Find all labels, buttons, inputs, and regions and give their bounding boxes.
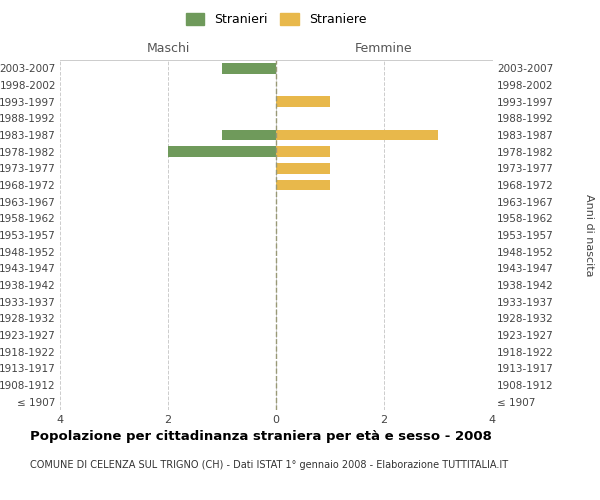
Text: Anni di nascita: Anni di nascita — [584, 194, 594, 276]
Text: Maschi: Maschi — [146, 42, 190, 55]
Bar — [276, 146, 330, 157]
Bar — [222, 130, 276, 140]
Bar — [168, 146, 276, 157]
Bar — [276, 96, 330, 107]
Text: Popolazione per cittadinanza straniera per età e sesso - 2008: Popolazione per cittadinanza straniera p… — [30, 430, 492, 443]
Bar — [222, 63, 276, 74]
Text: COMUNE DI CELENZA SUL TRIGNO (CH) - Dati ISTAT 1° gennaio 2008 - Elaborazione TU: COMUNE DI CELENZA SUL TRIGNO (CH) - Dati… — [30, 460, 508, 470]
Bar — [276, 130, 438, 140]
Text: Femmine: Femmine — [355, 42, 413, 55]
Bar — [276, 180, 330, 190]
Legend: Stranieri, Straniere: Stranieri, Straniere — [182, 8, 370, 30]
Bar — [276, 163, 330, 174]
